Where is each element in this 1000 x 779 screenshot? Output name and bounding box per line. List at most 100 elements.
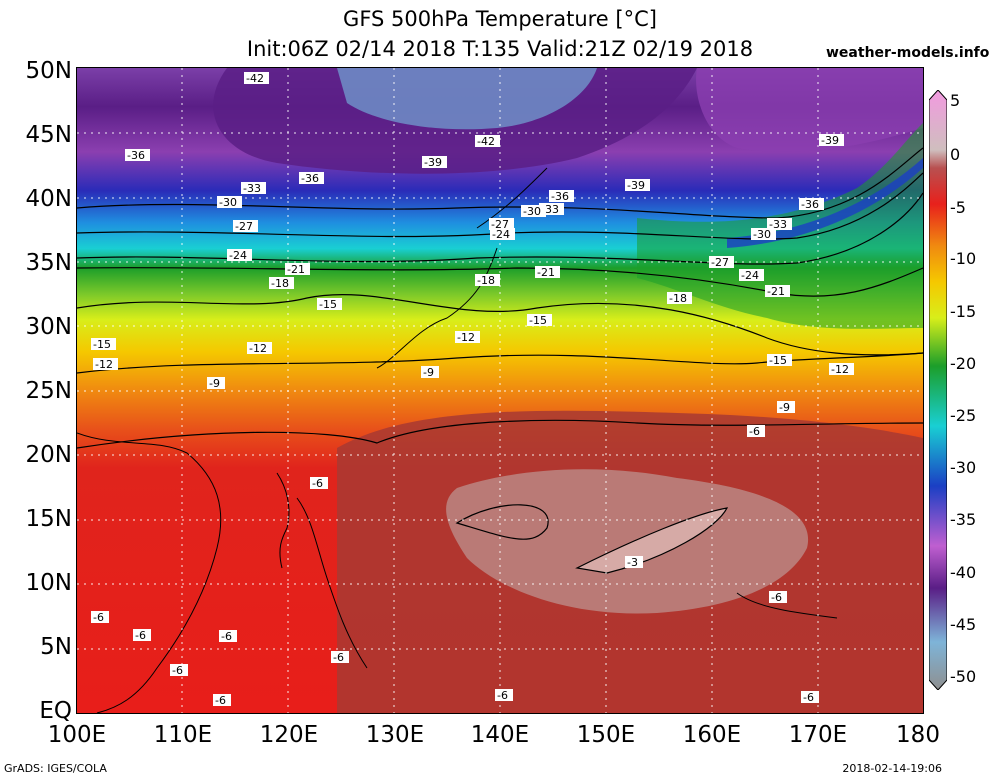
svg-text:-12: -12: [457, 331, 475, 344]
colorbar-label: -20: [950, 354, 977, 373]
map-title: GFS 500hPa Temperature [°C]: [343, 7, 657, 31]
svg-text:-33: -33: [243, 182, 261, 195]
svg-text:-12: -12: [95, 358, 113, 371]
lat-label: 10N: [25, 570, 72, 596]
svg-text:-6: -6: [312, 477, 323, 490]
contour-label: -39: [819, 134, 844, 147]
colorbar-label: -50: [950, 667, 977, 686]
lat-label: 15N: [25, 506, 72, 532]
svg-text:-36: -36: [801, 198, 819, 211]
contour-label: -15: [91, 338, 116, 351]
contour-label: -6: [219, 630, 237, 643]
contour-label: -6: [91, 611, 109, 624]
svg-text:-42: -42: [477, 135, 495, 148]
svg-text:-6: -6: [215, 694, 226, 707]
coldest-region: [337, 68, 597, 130]
svg-text:-24: -24: [229, 249, 247, 262]
svg-text:-15: -15: [529, 314, 547, 327]
svg-text:-6: -6: [497, 689, 508, 702]
svg-text:-27: -27: [711, 256, 729, 269]
lat-label: 40N: [25, 186, 72, 212]
svg-text:-27: -27: [235, 220, 253, 233]
contour-label: -12: [247, 342, 272, 355]
contour-label: -9: [777, 401, 795, 414]
contour-label: -33: [241, 182, 266, 195]
contour-label: -6: [170, 664, 188, 677]
svg-text:-27: -27: [491, 218, 509, 231]
contour-label: -27: [233, 220, 258, 233]
svg-text:-6: -6: [172, 664, 183, 677]
lon-label: 170E: [788, 722, 848, 748]
svg-text:-6: -6: [93, 611, 104, 624]
svg-text:-9: -9: [423, 366, 434, 379]
svg-text:-12: -12: [249, 342, 267, 355]
footer-credit: GrADS: IGES/COLA: [4, 762, 107, 775]
contour-label: -24: [739, 269, 764, 282]
svg-text:-30: -30: [523, 205, 541, 218]
contour-label: -36: [799, 198, 824, 211]
contour-label: -15: [317, 298, 342, 311]
map-subtitle: Init:06Z 02/14 2018 T:135 Valid:21Z 02/1…: [246, 37, 754, 61]
contour-label: -42: [475, 135, 500, 148]
colorbar-label: -45: [950, 615, 977, 634]
svg-text:-39: -39: [424, 156, 442, 169]
svg-text:-6: -6: [749, 425, 760, 438]
lon-label: 110E: [153, 722, 213, 748]
contour-label: -12: [829, 363, 854, 376]
svg-text:-39: -39: [821, 134, 839, 147]
contour-label: -18: [475, 274, 500, 287]
svg-text:-18: -18: [669, 292, 687, 305]
svg-text:-18: -18: [271, 277, 289, 290]
contour-label: -33: [767, 218, 792, 231]
lon-label: 160E: [682, 722, 742, 748]
lat-label: 25N: [25, 378, 72, 404]
contour-label: -39: [625, 179, 650, 192]
cold-region-east: [696, 68, 923, 152]
colorbar-label: -5: [950, 198, 966, 217]
contour-label: -18: [269, 277, 294, 290]
contour-label: -30: [217, 196, 242, 209]
svg-text:-21: -21: [767, 285, 785, 298]
svg-text:-15: -15: [319, 298, 337, 311]
colorbar-label: -40: [950, 563, 977, 582]
lon-label: 150E: [576, 722, 636, 748]
lat-label: 5N: [40, 634, 72, 660]
svg-text:-6: -6: [333, 651, 344, 664]
contour-label: -18: [667, 292, 692, 305]
lon-label: 140E: [470, 722, 530, 748]
footer-timestamp: 2018-02-14-19:06: [842, 762, 942, 775]
colorbar-label: -30: [950, 458, 977, 477]
svg-text:-30: -30: [219, 196, 237, 209]
site-credit: weather-models.info: [826, 45, 990, 61]
svg-text:-15: -15: [769, 354, 787, 367]
lat-label: 35N: [25, 250, 72, 276]
colorbar-label: -25: [950, 406, 977, 425]
contour-label: -24: [227, 249, 252, 262]
colorbar-label: -15: [950, 302, 977, 321]
map-canvas: -42-42-39-39-39-36-36-36-36-33-33-33-30-…: [77, 68, 923, 713]
temperature-map: -42 -42 -39 -39 -39 -36 -36 -36 -36 -33 -33 -33 -30-…: [76, 67, 924, 714]
svg-text:-3: -3: [627, 556, 638, 569]
contour-label: -9: [421, 366, 439, 379]
lat-label: 20N: [25, 442, 72, 468]
colorbar-label: -10: [950, 249, 977, 268]
warmest-region: [446, 469, 809, 614]
svg-text:-15: -15: [93, 338, 111, 351]
contour-label: -6: [769, 591, 787, 604]
lon-label: 120E: [259, 722, 319, 748]
contour-label: -6: [213, 694, 231, 707]
svg-text:-24: -24: [741, 269, 759, 282]
contour-label: -36: [125, 149, 150, 162]
contour-label: -24: [490, 228, 515, 241]
contour-label: -36: [299, 172, 324, 185]
contour-label: -21: [535, 266, 560, 279]
svg-text:-33: -33: [769, 218, 787, 231]
svg-text:-36: -36: [127, 149, 145, 162]
contour-label: -12: [93, 358, 118, 371]
contour-label: -6: [310, 477, 328, 490]
contour-label: -6: [495, 689, 513, 702]
svg-text:-12: -12: [831, 363, 849, 376]
contour-label: -30: [751, 228, 776, 241]
colorbar-label: -35: [950, 510, 977, 529]
contour-label: -27: [709, 256, 734, 269]
